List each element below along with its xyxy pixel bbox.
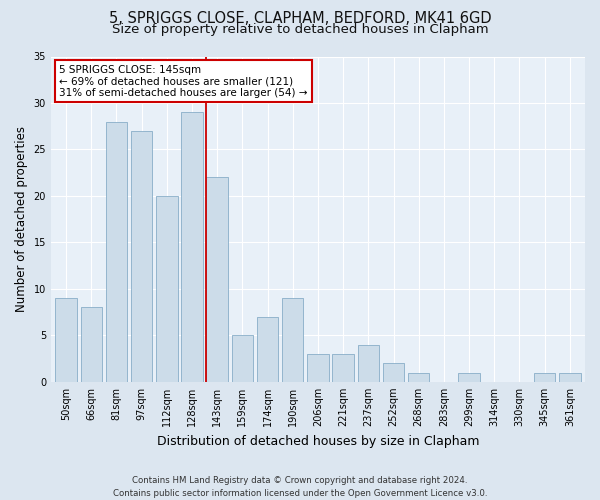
Bar (80, 308, 102, 382)
X-axis label: Distribution of detached houses by size in Clapham: Distribution of detached houses by size … (157, 434, 479, 448)
Bar (408, 372, 430, 382)
Bar (332, 354, 354, 382)
Bar (307, 354, 329, 382)
Bar (458, 372, 480, 382)
Text: Size of property relative to detached houses in Clapham: Size of property relative to detached ho… (112, 23, 488, 36)
Text: 5 SPRIGGS CLOSE: 145sqm
← 69% of detached houses are smaller (121)
31% of semi-d: 5 SPRIGGS CLOSE: 145sqm ← 69% of detache… (59, 64, 307, 98)
Bar (206, 178, 228, 382)
Y-axis label: Number of detached properties: Number of detached properties (15, 126, 28, 312)
Bar (131, 131, 152, 382)
Bar (257, 316, 278, 382)
Text: 5, SPRIGGS CLOSE, CLAPHAM, BEDFORD, MK41 6GD: 5, SPRIGGS CLOSE, CLAPHAM, BEDFORD, MK41… (109, 11, 491, 26)
Bar (181, 112, 203, 382)
Bar (358, 344, 379, 382)
Bar (383, 363, 404, 382)
Bar (282, 298, 304, 382)
Bar (559, 372, 581, 382)
Bar (106, 122, 127, 382)
Bar (156, 196, 178, 382)
Bar (534, 372, 556, 382)
Text: Contains HM Land Registry data © Crown copyright and database right 2024.
Contai: Contains HM Land Registry data © Crown c… (113, 476, 487, 498)
Bar (232, 336, 253, 382)
Bar (55, 298, 77, 382)
